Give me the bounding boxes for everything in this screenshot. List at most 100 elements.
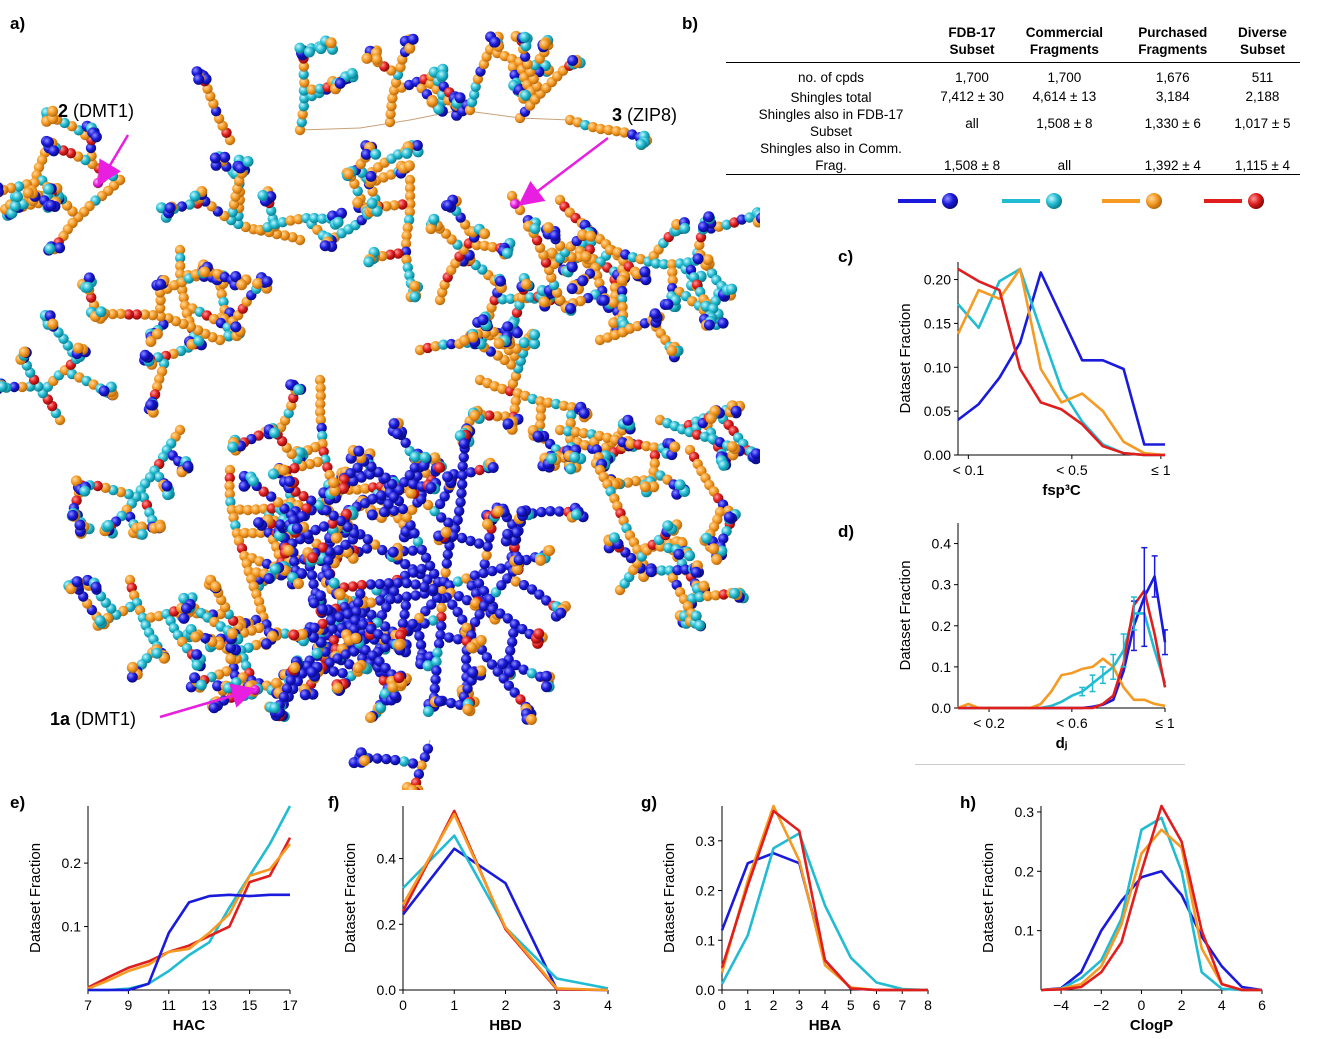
tree-node — [349, 615, 361, 626]
tmap-tree — [0, 30, 760, 790]
tree-node — [524, 292, 536, 303]
tree-node — [191, 659, 203, 671]
tree-node — [608, 532, 620, 544]
tree-node — [92, 480, 103, 492]
panel-letter-e: e) — [10, 793, 26, 812]
tree-node — [513, 554, 525, 566]
chart-c-fsp3c: 0.000.050.100.150.20< 0.1 < 0.5 ≤ 1fsp³CDa… — [897, 262, 1171, 499]
tree-node — [374, 656, 385, 667]
tree-node — [603, 124, 614, 136]
tree-node — [466, 641, 478, 653]
tree-node — [718, 589, 729, 600]
tree-node — [317, 618, 328, 629]
tree-node — [225, 642, 237, 653]
tree-node — [269, 702, 281, 714]
tree-node — [178, 292, 189, 303]
tree-node — [510, 395, 521, 407]
tree-node — [136, 528, 148, 540]
tree-node — [366, 461, 377, 472]
tree-node — [329, 485, 341, 497]
tree-node — [525, 714, 537, 725]
tree-node — [0, 381, 8, 393]
label-compound-3: 3 (ZIP8) — [612, 105, 678, 125]
tree-node — [365, 623, 377, 635]
tree-node — [479, 558, 490, 570]
tree-node — [434, 462, 446, 473]
tree-node — [269, 563, 281, 575]
tree-node — [317, 542, 328, 553]
tree-node — [469, 570, 481, 581]
tree-node — [225, 653, 237, 665]
tree-node — [502, 321, 514, 333]
tree-node — [155, 303, 166, 314]
tree-node — [314, 83, 325, 95]
tree-node — [611, 126, 622, 137]
tree-node — [230, 271, 242, 282]
tree-node — [546, 247, 558, 259]
tree-node — [461, 573, 472, 584]
tree-node — [178, 612, 190, 624]
tree-node — [164, 202, 176, 214]
series-line-purch — [87, 843, 292, 990]
tree-node — [474, 464, 485, 476]
x-tick-label: 11 — [162, 997, 177, 1013]
tree-node — [158, 358, 170, 369]
tree-node — [428, 213, 440, 225]
tree-node — [403, 214, 415, 226]
tree-node — [352, 484, 363, 495]
tree-node — [495, 608, 506, 619]
tree-node — [511, 527, 522, 538]
tree-node — [332, 216, 344, 228]
tree-node — [467, 331, 479, 343]
tree-node — [375, 702, 387, 714]
tree-node — [405, 198, 416, 210]
tree-node — [497, 658, 508, 670]
tree-node — [694, 591, 705, 603]
tree-node — [475, 665, 487, 677]
tree-node — [238, 480, 250, 492]
tree-node — [443, 632, 455, 643]
tree-node — [94, 615, 106, 627]
tree-node — [479, 240, 490, 251]
x-tick-label: < 0.2 — [973, 715, 1005, 731]
tree-node — [391, 428, 403, 440]
tree-node — [407, 758, 419, 769]
tree-node — [308, 597, 320, 609]
tree-node — [617, 301, 628, 313]
tree-node — [315, 590, 326, 602]
tree-node — [608, 317, 620, 329]
tree-node — [635, 138, 647, 150]
tree-node — [420, 606, 431, 617]
tree-node — [374, 578, 385, 590]
tree-node — [407, 504, 418, 515]
tree-node — [294, 42, 306, 54]
tree-node — [95, 306, 107, 318]
tree-node — [189, 190, 201, 202]
tree-node — [666, 259, 678, 270]
tree-node — [315, 390, 326, 402]
arrow-dmt1-2 — [97, 134, 130, 187]
tree-node — [230, 520, 241, 531]
tree-node — [718, 459, 730, 471]
tree-node — [539, 38, 551, 50]
tree-node — [352, 462, 363, 473]
tree-node — [209, 152, 221, 164]
tree-node — [365, 579, 376, 590]
tree-node — [639, 481, 651, 493]
tree-node — [323, 555, 334, 566]
row-label: no. of cpds — [797, 70, 865, 85]
tree-node — [123, 309, 134, 320]
tree-node — [456, 532, 468, 544]
tree-node — [193, 73, 205, 85]
tree-node — [482, 518, 493, 530]
tree-node — [554, 506, 565, 517]
tree-node — [505, 645, 516, 656]
tree-node — [124, 574, 136, 586]
y-tick-label: 0.1 — [62, 919, 82, 935]
table-row: no. of cpds 1,700 1,700 1,676 511 — [726, 63, 1300, 87]
tree-node — [672, 565, 683, 576]
tree-node — [493, 338, 505, 350]
tree-node — [160, 350, 171, 362]
tree-node — [669, 441, 681, 453]
tree-node — [223, 330, 235, 342]
